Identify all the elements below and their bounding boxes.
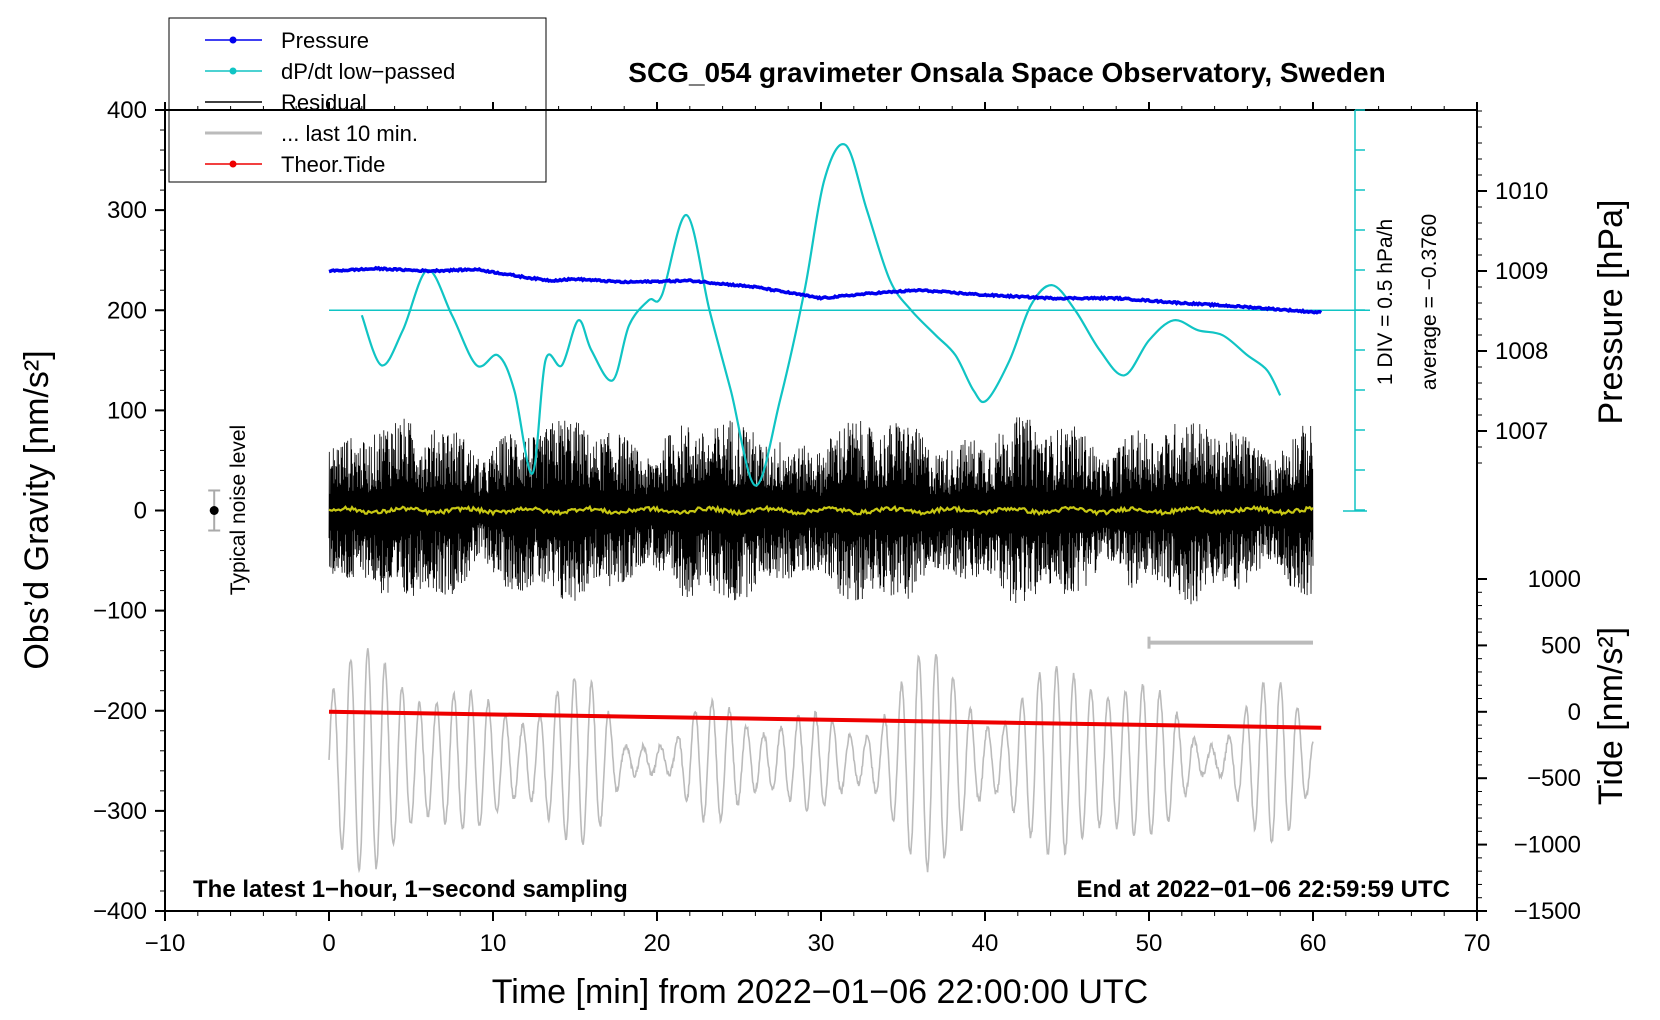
noise-point [209,506,219,515]
y-tick-label: −100 [93,598,147,625]
x-tick-label: 60 [1300,930,1327,957]
pressure-tick-label: 1007 [1495,418,1548,445]
tide-axis-label: Tide [nm/s²] [1592,627,1630,805]
residual-series-line [328,417,1314,605]
tide-series-line [328,709,1322,730]
y-tick-label: −300 [93,798,147,825]
legend-marker [229,67,237,75]
chart-title: SCG_054 gravimeter Onsala Space Observat… [628,57,1385,88]
legend-label: Theor.Tide [281,152,385,177]
x-tick-label: −10 [145,930,186,957]
y-axis-label: Obs’d Gravity [nm/s²] [18,350,56,669]
legend-label: dP/dt low−passed [281,59,455,84]
pressure-axis-label: Pressure [hPa] [1592,200,1630,425]
pressure-tick-label: 1009 [1495,258,1548,285]
y-tick-label: 0 [134,498,147,525]
legend: Pressure dP/dt low−passed Residual ... last… [168,17,547,183]
tide-tick-label: 0 [1568,699,1581,726]
x-tick-label: 20 [644,930,671,957]
legend-label: Residual [281,90,367,115]
last10-series-line [328,648,1314,874]
dpdt-series-line [360,142,1282,487]
tide-tick-label: −1000 [1514,832,1581,859]
legend-box [168,17,547,183]
noise-label: Typical noise level [227,425,250,595]
x-tick-label: 40 [972,930,999,957]
pressure-tick-label: 1008 [1495,338,1548,365]
legend-label: ... last 10 min. [281,121,418,146]
div-label: 1 DIV = 0.5 hPa/h [1374,219,1397,385]
bottom-left-note: The latest 1−hour, 1−second sampling [193,876,628,903]
average-label: average = −0.3760 [1418,214,1441,390]
legend-marker [229,36,237,44]
x-axis-label: Time [min] from 2022−01−06 22:00:00 UTC [492,973,1148,1011]
y-tick-label: 300 [107,197,147,224]
y-tick-label: −400 [93,898,147,925]
x-tick-label: 10 [480,930,507,957]
pressure-series-line [328,265,1323,315]
x-tick-label: 70 [1464,930,1491,957]
legend-label: Pressure [281,28,369,53]
y-tick-label: 100 [107,397,147,424]
pressure-tick-label: 1010 [1495,178,1548,205]
x-tick-label: 0 [322,930,335,957]
y-tick-label: −200 [93,698,147,725]
x-tick-label: 30 [808,930,835,957]
residual-smoothed-line [328,504,1314,517]
bottom-right-note: End at 2022−01−06 22:59:59 UTC [1076,876,1450,903]
tide-tick-label: −500 [1527,765,1581,792]
legend-marker [229,160,237,168]
y-tick-label: 400 [107,97,147,124]
tide-tick-label: 1000 [1528,566,1581,593]
tide-tick-label: 500 [1541,632,1581,659]
x-tick-label: 50 [1136,930,1163,957]
tide-tick-label: −1500 [1514,898,1581,925]
y-tick-label: 200 [107,297,147,324]
